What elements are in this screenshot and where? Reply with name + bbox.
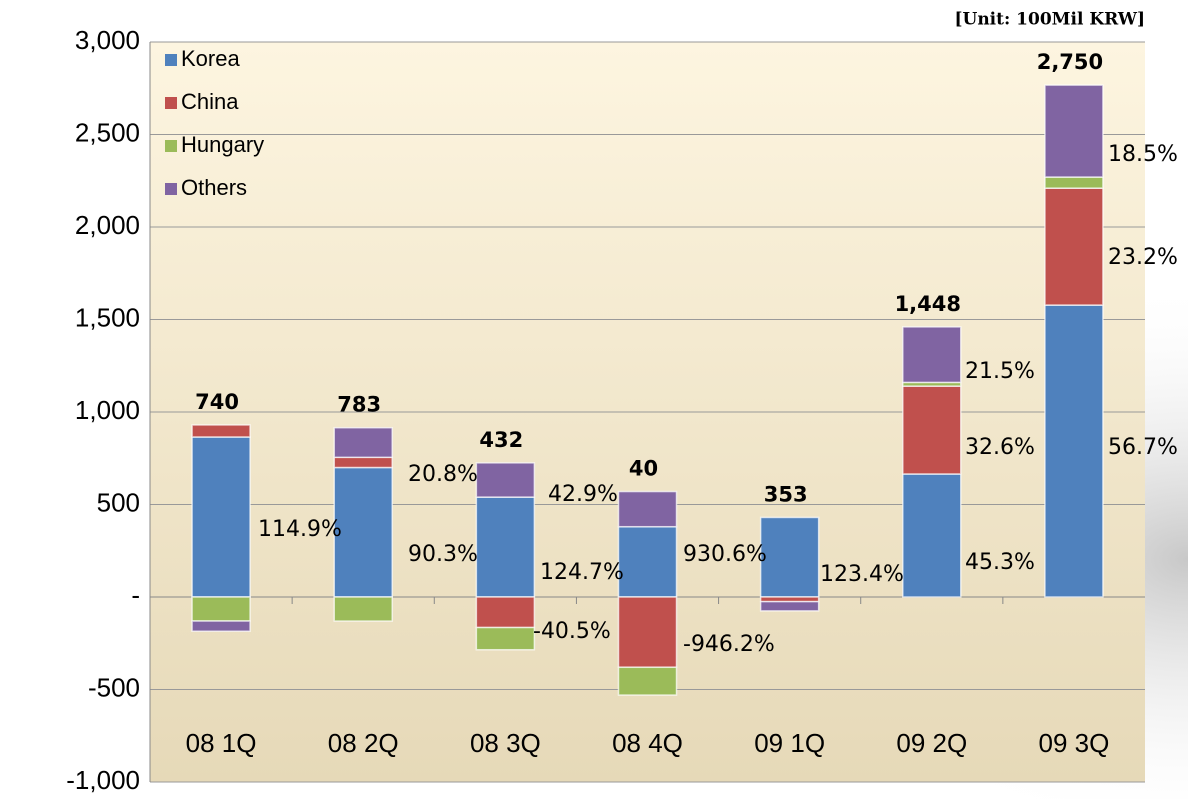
total-label: 1,448 — [895, 292, 961, 316]
bar-segment — [192, 425, 250, 437]
annotation: -40.5% — [533, 619, 611, 644]
y-tick-label: 3,000 — [75, 25, 140, 55]
legend-label: Korea — [181, 46, 240, 71]
bar-segment — [192, 597, 250, 621]
bar-segment — [476, 628, 534, 650]
bar-segment — [1045, 188, 1103, 305]
legend-label: China — [181, 89, 239, 114]
bar-segment — [334, 468, 392, 598]
annotation: 20.8% — [408, 462, 478, 487]
legend-swatch — [165, 183, 177, 195]
annotation: 23.2% — [1108, 245, 1178, 270]
annotation: 42.9% — [548, 482, 618, 507]
annotation: 45.3% — [965, 550, 1035, 575]
x-tick-label: 08 2Q — [328, 728, 399, 758]
x-tick-label: 09 1Q — [754, 728, 825, 758]
y-tick-label: -1,000 — [66, 765, 140, 795]
total-label: 40 — [629, 457, 658, 481]
annotation: 124.7% — [540, 560, 624, 585]
bar-segment — [619, 492, 677, 527]
bar-segment — [903, 386, 961, 474]
bar-segment — [619, 527, 677, 597]
x-tick-label: 09 3Q — [1039, 728, 1110, 758]
bar-segment — [192, 437, 250, 597]
annotation: 56.7% — [1108, 435, 1178, 460]
y-tick-label: 500 — [97, 487, 140, 517]
bar-segment — [192, 621, 250, 631]
annotation: 90.3% — [408, 542, 478, 567]
x-tick-label: 08 1Q — [186, 728, 257, 758]
legend-swatch — [165, 97, 177, 109]
bar-segment — [761, 602, 819, 611]
bar-segment — [903, 474, 961, 597]
bar-segment — [903, 327, 961, 383]
annotation: 930.6% — [683, 542, 767, 567]
annotation: 32.6% — [965, 435, 1035, 460]
bar-segment — [334, 597, 392, 621]
unit-note: [Unit: 100Mil KRW] — [954, 10, 1145, 30]
annotation: 18.5% — [1108, 142, 1178, 167]
total-label: 353 — [764, 482, 808, 506]
y-tick-label: -500 — [88, 672, 140, 702]
annotation: -946.2% — [683, 632, 775, 657]
bar-segment — [476, 463, 534, 497]
y-tick-label: - — [131, 580, 140, 610]
annotation: 123.4% — [820, 562, 904, 587]
total-label: 783 — [337, 393, 381, 417]
bar-segment — [334, 457, 392, 467]
legend-swatch — [165, 140, 177, 152]
total-label: 432 — [479, 428, 523, 452]
y-tick-label: 2,000 — [75, 210, 140, 240]
legend-label: Others — [181, 175, 247, 200]
bar-segment — [1045, 177, 1103, 188]
x-tick-label: 08 3Q — [470, 728, 541, 758]
annotation: 114.9% — [258, 517, 342, 542]
bar-segment — [334, 428, 392, 458]
bar-segment — [476, 497, 534, 597]
bar-segment — [1045, 85, 1103, 177]
bar-segment — [1045, 305, 1103, 597]
bar-segment — [619, 667, 677, 695]
total-label: 740 — [195, 390, 239, 414]
y-tick-label: 1,000 — [75, 395, 140, 425]
legend-swatch — [165, 54, 177, 66]
x-tick-label: 08 4Q — [612, 728, 683, 758]
annotation: 21.5% — [965, 359, 1035, 384]
bar-segment — [476, 597, 534, 628]
chart: [Unit: 100Mil KRW] -1,000-500-5001,0001,… — [0, 0, 1188, 799]
y-tick-label: 1,500 — [75, 302, 140, 332]
bar-segment — [619, 597, 677, 667]
x-tick-label: 09 2Q — [896, 728, 967, 758]
bar-segment — [761, 517, 819, 597]
total-label: 2,750 — [1037, 50, 1103, 74]
legend-label: Hungary — [181, 132, 264, 157]
y-tick-label: 2,500 — [75, 117, 140, 147]
